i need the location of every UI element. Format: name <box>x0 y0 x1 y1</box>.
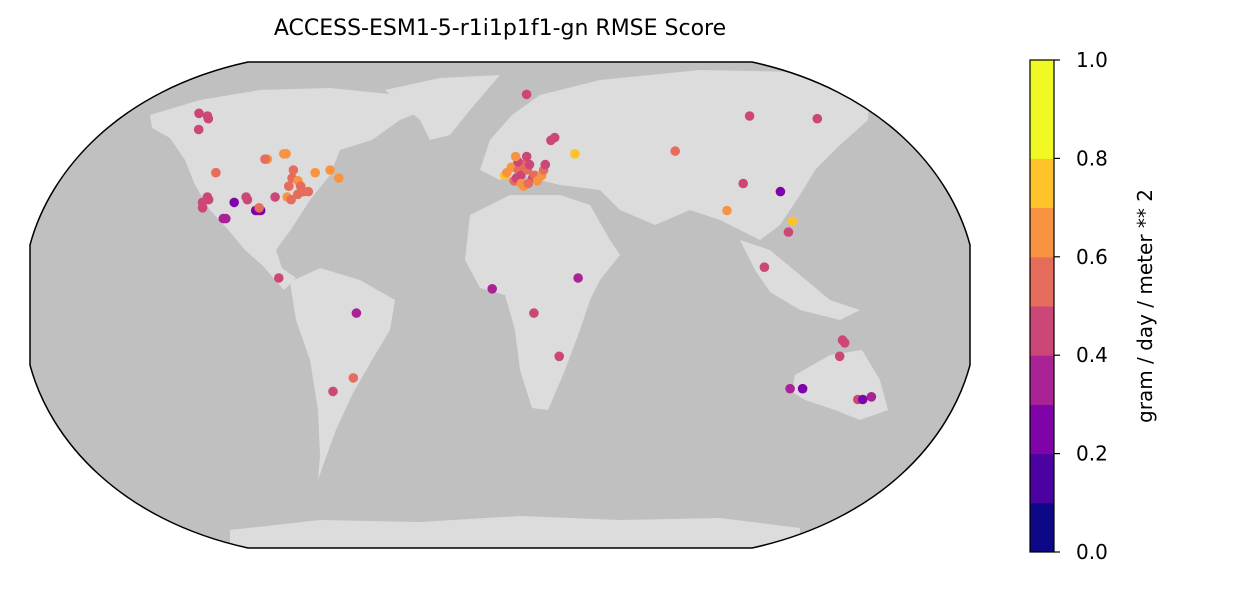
colorbar-segment <box>1030 404 1054 455</box>
colorbar-segment <box>1030 306 1054 356</box>
colorbar-segment <box>1030 109 1054 159</box>
colorbar-segment <box>1030 453 1054 504</box>
data-point <box>744 111 755 121</box>
data-point <box>221 213 231 224</box>
data-point <box>211 167 221 178</box>
data-point <box>510 151 521 162</box>
colorbar-tick-label: 0.8 <box>1076 146 1108 170</box>
land-southeast-asia <box>740 240 860 320</box>
data-point <box>866 392 877 402</box>
data-point <box>310 167 321 178</box>
colorbar: 0.0 0.2 0.4 0.6 0.8 1.0 gram / day / meter **… <box>1029 48 1157 564</box>
data-point <box>487 284 498 294</box>
data-point <box>540 159 551 170</box>
data-point <box>242 194 253 205</box>
data-point <box>524 159 535 170</box>
land-greenland <box>385 75 500 140</box>
data-point <box>521 151 532 162</box>
colorbar-segment <box>1030 158 1054 209</box>
map-outline <box>29 61 971 549</box>
data-point <box>254 203 264 213</box>
data-point <box>193 124 204 135</box>
colorbar-segment <box>1030 60 1054 110</box>
data-point <box>839 338 850 348</box>
data-point <box>722 205 732 216</box>
land-antarctica <box>230 516 800 548</box>
data-point <box>573 273 583 283</box>
data-point <box>738 178 748 189</box>
data-point <box>325 165 335 175</box>
data-point <box>229 197 239 208</box>
data-point <box>351 308 362 318</box>
data-point <box>203 113 214 124</box>
colorbar-ticks: 0.0 0.2 0.4 0.6 0.8 1.0 <box>1054 48 1108 564</box>
data-point <box>197 203 208 213</box>
data-point <box>348 373 359 383</box>
data-point <box>521 89 532 100</box>
data-point <box>570 149 580 159</box>
data-point <box>554 351 564 362</box>
land-africa <box>465 195 620 410</box>
colorbar-tick-label: 0.2 <box>1076 442 1108 466</box>
world-map <box>29 61 971 549</box>
data-point <box>857 394 868 405</box>
data-point <box>549 132 560 143</box>
colorbar-segment <box>1030 355 1054 405</box>
data-point <box>303 186 314 197</box>
data-point <box>281 149 291 159</box>
data-point <box>759 262 770 273</box>
data-point <box>670 146 680 156</box>
data-point <box>812 113 823 124</box>
land-south-america <box>290 268 395 480</box>
data-point <box>288 165 299 175</box>
colorbar-segment <box>1030 256 1054 307</box>
data-point <box>523 178 534 189</box>
data-point <box>783 227 794 237</box>
data-point <box>274 273 284 283</box>
data-point <box>328 386 338 397</box>
data-point <box>270 192 280 202</box>
colorbar-tick-label: 0.0 <box>1076 540 1108 564</box>
data-point <box>516 170 526 181</box>
colorbar-tick-label: 0.6 <box>1076 245 1108 269</box>
colorbar-segments <box>1030 60 1054 553</box>
colorbar-label: gram / day / meter ** 2 <box>1133 189 1157 423</box>
data-point <box>529 308 539 318</box>
data-point <box>284 181 294 191</box>
data-point <box>775 186 786 197</box>
data-point <box>334 173 344 183</box>
colorbar-segment <box>1030 207 1054 258</box>
colorbar-frame <box>1029 59 1055 553</box>
chart-title: ACCESS-ESM1-5-r1i1p1f1-gn RMSE Score <box>273 16 727 41</box>
land-masses <box>150 70 888 548</box>
data-point <box>286 194 296 205</box>
data-point <box>787 216 798 227</box>
colorbar-tick-label: 1.0 <box>1076 48 1108 72</box>
colorbar-tick-label: 0.4 <box>1076 343 1108 367</box>
colorbar-segment <box>1030 502 1054 553</box>
data-point <box>260 154 270 164</box>
data-point <box>194 108 204 119</box>
data-point <box>785 383 795 394</box>
data-points <box>193 89 877 405</box>
data-point <box>797 383 808 394</box>
data-point <box>834 351 845 362</box>
